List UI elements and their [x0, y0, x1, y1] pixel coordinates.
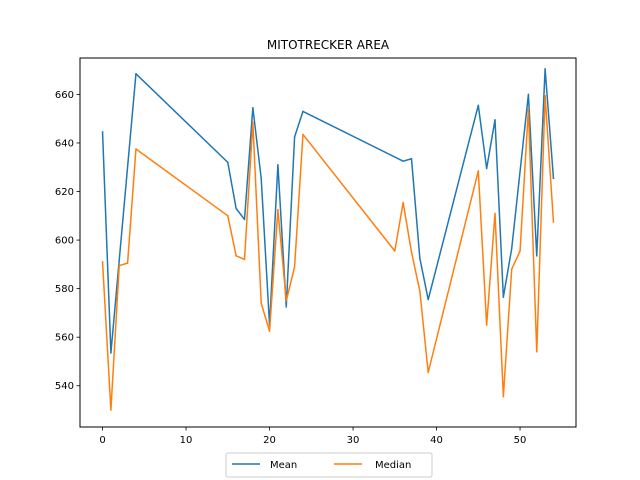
data-point-mean — [252, 107, 254, 109]
x-tick-label: 30 — [347, 435, 360, 446]
data-point-mean — [101, 131, 104, 133]
data-point-mean — [427, 298, 429, 301]
data-point-mean — [402, 160, 404, 162]
data-point-median — [394, 250, 396, 252]
data-point-median — [502, 395, 505, 398]
y-tick-label: 540 — [55, 381, 74, 392]
y-tick-label: 580 — [55, 284, 74, 295]
data-point-median — [485, 324, 488, 326]
data-point-mean — [227, 161, 229, 164]
y-tick-label: 660 — [55, 90, 74, 101]
x-tick-label: 20 — [263, 435, 276, 446]
data-point-median — [110, 409, 112, 411]
data-point-median — [126, 262, 129, 264]
data-point-mean — [494, 119, 496, 121]
y-tick-label: 640 — [55, 138, 74, 149]
x-tick-label: 10 — [180, 435, 193, 446]
series-line-median — [101, 94, 555, 411]
data-point-median — [227, 215, 229, 217]
series-line-mean — [101, 68, 555, 354]
legend-label-mean: Mean — [270, 460, 297, 471]
data-point-median — [544, 94, 546, 97]
chart-title: MITOTRECKER AREA — [267, 38, 390, 52]
data-point-median — [427, 371, 429, 374]
data-point-median — [243, 258, 246, 261]
x-tick-label: 0 — [99, 435, 105, 446]
data-point-median — [552, 221, 555, 223]
data-point-mean — [243, 218, 246, 221]
data-point-mean — [285, 306, 287, 308]
data-point-median — [510, 268, 513, 270]
data-point-median — [285, 300, 287, 302]
data-point-median — [527, 108, 530, 110]
data-point-mean — [477, 104, 480, 107]
data-point-median — [252, 121, 254, 124]
data-point-median — [268, 330, 271, 332]
data-point-median — [419, 290, 421, 292]
y-tick-label: 600 — [55, 236, 74, 247]
data-point-mean — [277, 164, 279, 166]
data-point-median — [135, 148, 137, 150]
legend-box — [225, 452, 433, 478]
data-point-mean — [260, 177, 262, 179]
data-point-mean — [527, 93, 530, 96]
data-point-mean — [135, 73, 137, 75]
x-tick-label: 50 — [514, 435, 527, 446]
plot-frame — [79, 57, 577, 428]
data-point-mean — [235, 207, 237, 210]
data-point-mean — [536, 255, 538, 257]
data-point-median — [519, 250, 521, 252]
data-point-mean — [544, 68, 546, 70]
data-point-mean — [419, 257, 421, 260]
data-point-median — [410, 251, 413, 253]
data-point-median — [302, 133, 304, 136]
data-point-mean — [302, 110, 304, 113]
data-point-median — [235, 255, 237, 257]
data-point-median — [118, 264, 120, 267]
data-point-median — [260, 302, 262, 304]
axes-layer: 0 10 20 30 40 50 540 560 580 600 620 640 660 — [55, 90, 527, 446]
data-point-mean — [110, 352, 112, 354]
y-tick-label: 560 — [55, 333, 74, 344]
data-point-median — [277, 208, 279, 211]
legend: Mean Median — [225, 452, 433, 478]
data-point-mean — [485, 167, 488, 170]
data-point-mean — [552, 177, 555, 179]
data-point-median — [536, 350, 538, 353]
data-point-median — [402, 201, 404, 204]
data-point-mean — [510, 247, 513, 250]
y-tick-label: 620 — [55, 187, 74, 198]
data-point-median — [101, 261, 104, 263]
data-point-median — [477, 170, 480, 172]
series-layer — [101, 68, 555, 411]
data-point-median — [494, 212, 496, 215]
data-point-mean — [502, 296, 505, 298]
legend-label-median: Median — [375, 460, 411, 471]
x-tick-label: 40 — [430, 435, 443, 446]
data-point-mean — [410, 158, 413, 160]
data-point-median — [293, 266, 296, 268]
data-point-mean — [293, 136, 296, 138]
